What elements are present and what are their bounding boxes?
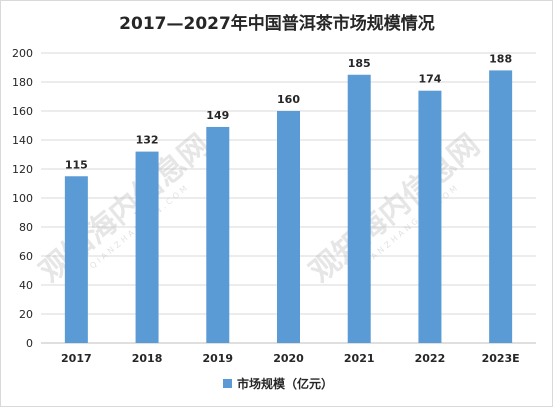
y-tick-label: 80 xyxy=(19,221,33,234)
y-tick-label: 20 xyxy=(19,308,33,321)
y-tick-label: 180 xyxy=(12,76,33,89)
data-label-2017: 115 xyxy=(65,158,88,171)
bar-2018 xyxy=(135,151,159,343)
chart-title: 2017—2027年中国普洱茶市场规模情况 xyxy=(119,13,435,34)
data-label-2020: 160 xyxy=(277,93,300,106)
x-tick-label-2020: 2020 xyxy=(273,352,304,365)
y-tick-label: 40 xyxy=(19,279,33,292)
bar-2017 xyxy=(64,176,88,343)
watermark-right: 观知海内信息网 QIANZHANGCN.COM xyxy=(303,128,486,290)
y-tick-label: 160 xyxy=(12,105,33,118)
y-axis-ticks: 0 20 40 60 80 100 120 140 160 180 200 xyxy=(12,47,33,350)
bar-2022 xyxy=(418,90,442,343)
x-tick-label-2022: 2022 xyxy=(415,352,446,365)
data-label-2018: 132 xyxy=(136,134,159,147)
y-tick-label: 120 xyxy=(12,163,33,176)
legend: 市场规模（亿元） xyxy=(223,376,333,391)
x-tick-label-2023E: 2023E xyxy=(482,352,520,365)
x-tick-label-2018: 2018 xyxy=(132,352,163,365)
y-tick-label: 60 xyxy=(19,250,33,263)
data-label-2023E: 188 xyxy=(489,52,512,65)
x-tick-label-2017: 2017 xyxy=(61,352,92,365)
bar-2020 xyxy=(277,111,300,343)
bar-2019 xyxy=(206,126,230,343)
data-labels: 115 132 149 160 185 174 188 xyxy=(65,52,512,171)
data-label-2022: 174 xyxy=(418,73,441,86)
bar-2023E xyxy=(489,70,513,344)
y-tick-label: 100 xyxy=(12,192,33,205)
legend-swatch xyxy=(223,379,232,388)
y-tick-label: 200 xyxy=(12,47,33,60)
x-axis-categories: 2017 2018 2019 2020 2021 2022 2023E xyxy=(61,352,520,365)
x-tick-label-2019: 2019 xyxy=(202,352,233,365)
data-label-2019: 149 xyxy=(206,109,229,122)
y-tick-label: 0 xyxy=(26,337,33,350)
y-tick-label: 140 xyxy=(12,134,33,147)
watermark-left: 观知海内信息网 QIANZHANGCN.COM xyxy=(33,128,216,290)
bars xyxy=(64,70,513,344)
legend-label: 市场规模（亿元） xyxy=(237,376,333,391)
watermark-text-left: 观知海内信息网 xyxy=(33,128,216,290)
bar-2021 xyxy=(347,74,371,343)
x-tick-label-2021: 2021 xyxy=(344,352,375,365)
data-label-2021: 185 xyxy=(348,57,371,70)
watermark-text-right: 观知海内信息网 xyxy=(303,128,486,290)
